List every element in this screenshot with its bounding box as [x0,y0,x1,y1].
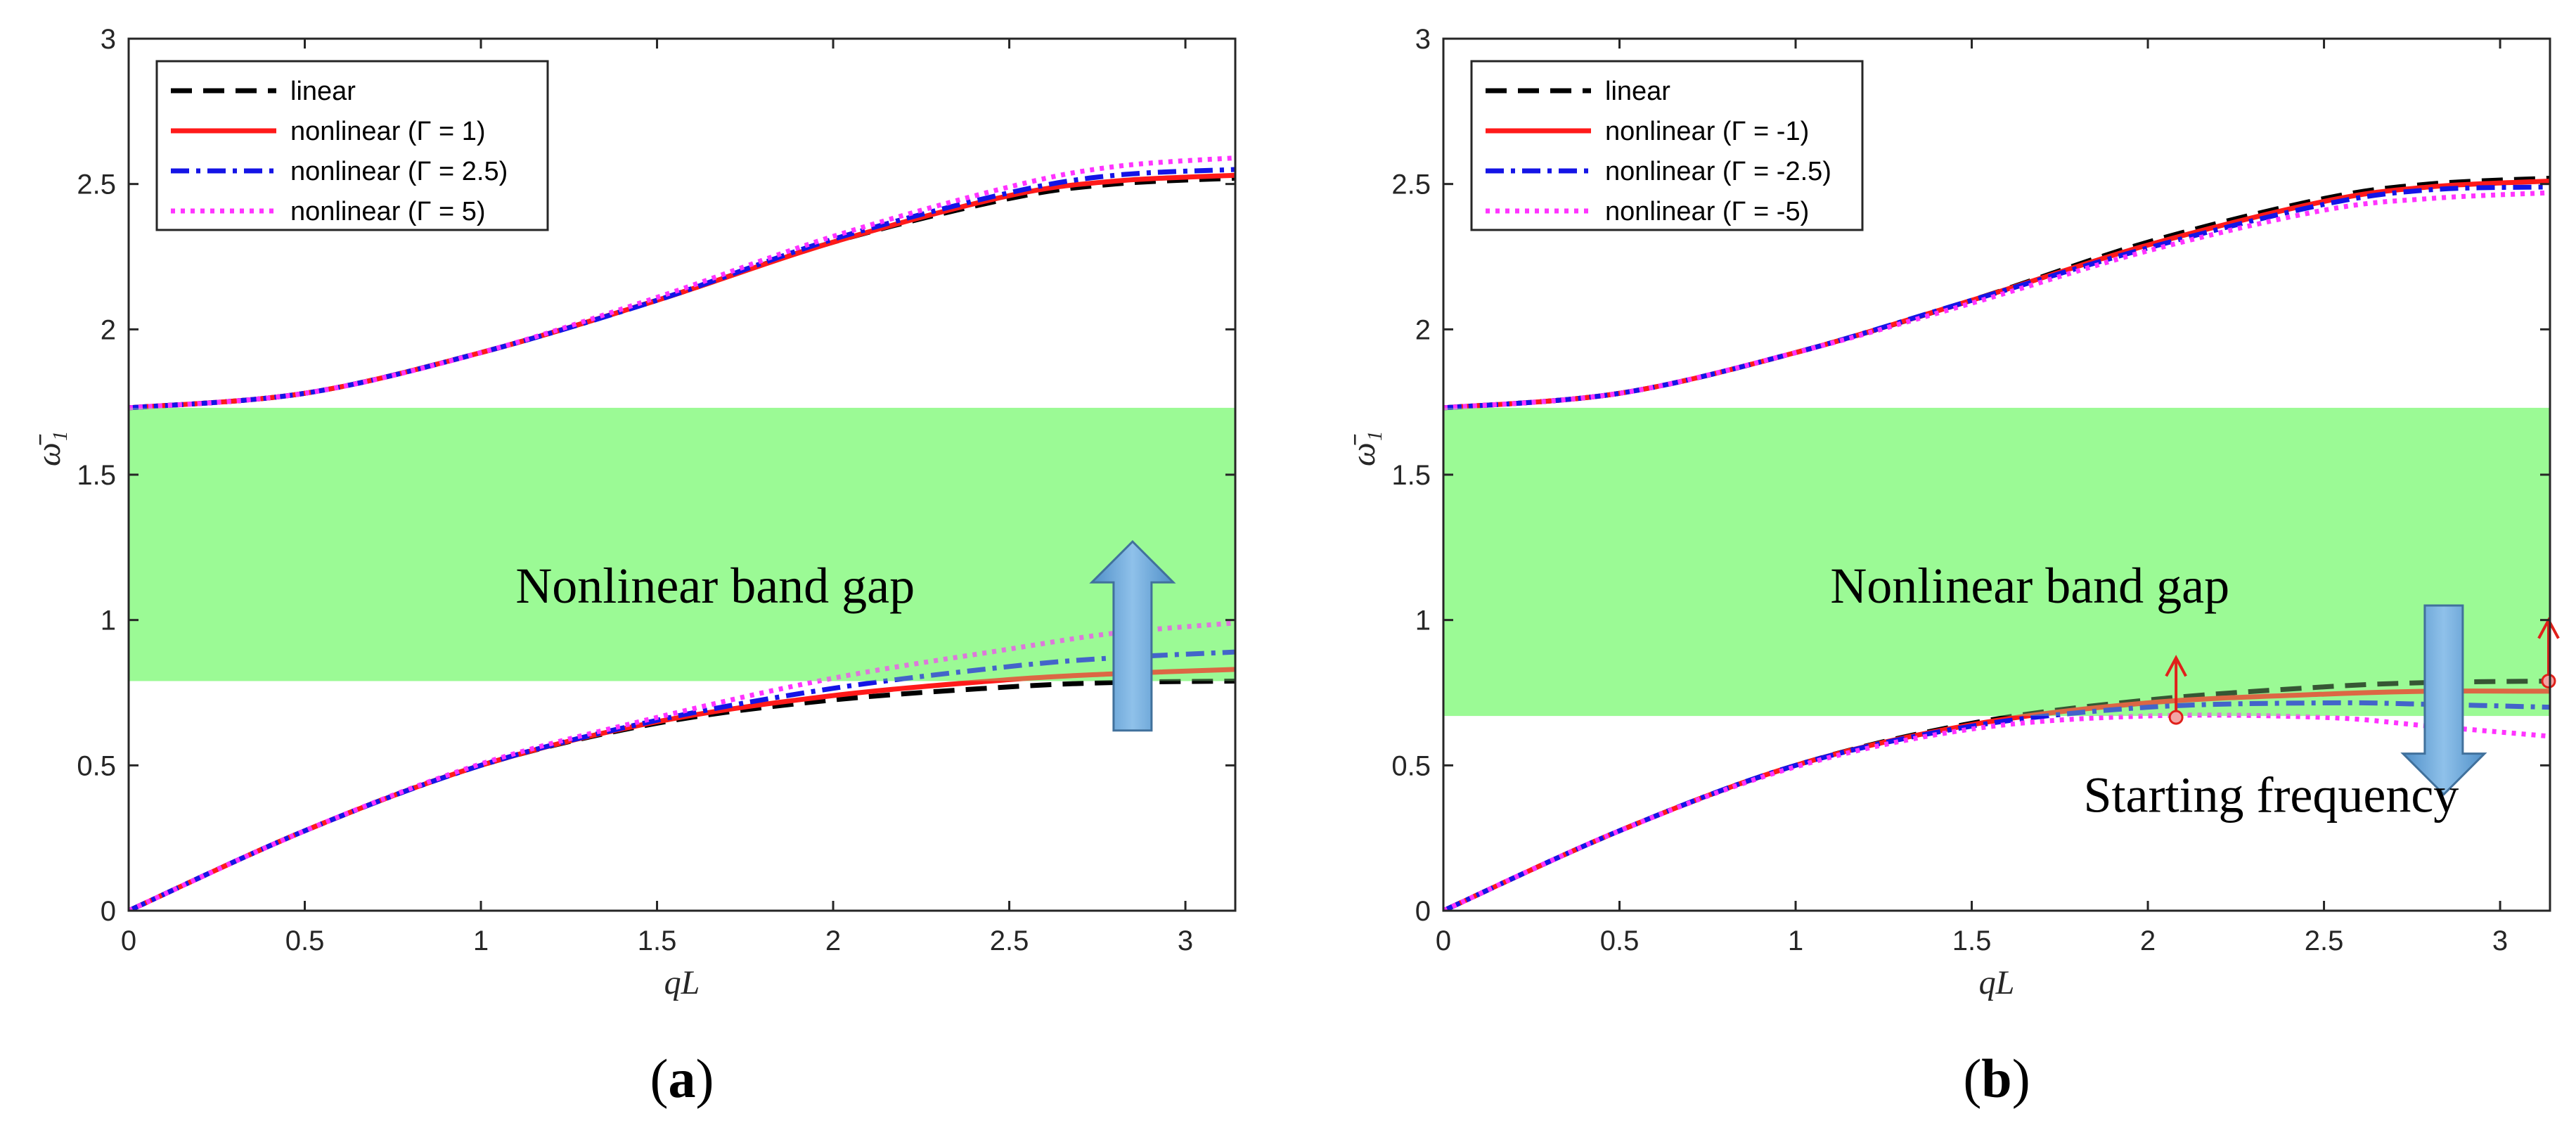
legend-label: linear [290,77,356,106]
legend-label: linear [1605,77,1670,106]
series-line-dotted-lower [1443,712,2550,911]
caption-open-paren: ( [650,1048,669,1109]
legend-label: nonlinear (Γ = -1) [1605,117,1809,146]
series-line-dotted-upper [129,155,1235,411]
x-tick-label: 1 [1788,925,1803,956]
y-tick-label: 2 [1415,314,1431,345]
shift-arrow-head [2165,655,2187,677]
x-axis-label: qL [1979,964,2015,1001]
legend-label: nonlinear (Γ = -5) [1605,197,1809,226]
y-tick-label: 0.5 [1391,750,1431,781]
series-line-dotted-lower [129,620,1235,911]
x-tick-label: 0.5 [1600,925,1640,956]
band-gap-overlay [129,407,1235,681]
y-tick-label: 1 [101,605,116,636]
panel-caption: (b) [1963,1048,2030,1109]
x-tick-label: 0.5 [285,925,325,956]
x-tick-label: 2 [825,925,841,956]
x-tick-label: 0 [1436,925,1451,956]
y-tick-label: 3 [1415,24,1431,55]
start-marker [2168,710,2184,725]
y-tick-label: 2.5 [1391,169,1431,200]
band-gap-overlay [1443,407,2550,717]
y-axis-label: ω̄₁ [1345,431,1382,467]
y-tick-label: 3 [101,24,116,55]
x-tick-label: 3 [2492,925,2508,956]
y-tick-label: 0 [101,896,116,927]
band-gap-region [129,407,1235,681]
direction-arrow-down [2400,604,2487,796]
y-tick-label: 1.5 [1391,460,1431,491]
x-tick-label: 2.5 [990,925,1029,956]
legend-label: nonlinear (Γ = 5) [290,197,486,226]
y-tick-label: 0 [1415,896,1431,927]
x-tick-label: 0 [121,925,136,956]
direction-arrow-up [1089,539,1176,732]
legend-label: nonlinear (Γ = 1) [290,117,486,146]
caption-close-paren: ) [696,1048,714,1109]
panel-b: Nonlinear band gap Starting frequency 0 0.5… [1345,24,2560,1109]
y-tick-label: 2.5 [77,169,116,200]
caption-letter: a [669,1048,696,1109]
legend-label: nonlinear (Γ = 2.5) [290,157,508,186]
y-tick-label: 0.5 [77,750,116,781]
x-tick-label: 2 [2140,925,2156,956]
series-line-dashdot-upper [129,167,1235,411]
start-marker [2541,673,2556,688]
panel-caption: (a) [650,1048,714,1109]
x-tick-label: 3 [1178,925,1193,956]
x-tick-label: 2.5 [2305,925,2344,956]
caption-letter: b [1981,1048,2011,1109]
x-tick-label: 1.5 [1952,925,1992,956]
x-tick-label: 1 [473,925,489,956]
legend-label: nonlinear (Γ = -2.5) [1605,157,1831,186]
caption-open-paren: ( [1963,1048,1981,1109]
x-axis-label: qL [664,964,700,1001]
y-tick-label: 1 [1415,605,1431,636]
starting-frequency-label: Starting frequency [2083,767,2459,823]
band-gap-label: Nonlinear band gap [1830,558,2229,614]
panel-a: Nonlinear band gap 0 0.5 1 1.5 2 2.5 3 0 0.5 1 1.5 2… [30,24,1237,1109]
caption-close-paren: ) [2012,1048,2030,1109]
curves [1443,175,2550,911]
x-tick-label: 1.5 [638,925,677,956]
band-gap-region [1443,407,2550,717]
series-line-dashdot-upper [1443,184,2550,411]
y-tick-label: 2 [101,314,116,345]
y-axis-label: ω̄₁ [30,431,67,467]
y-tick-label: 1.5 [77,460,116,491]
band-gap-label: Nonlinear band gap [515,558,915,614]
curves [129,155,1235,911]
